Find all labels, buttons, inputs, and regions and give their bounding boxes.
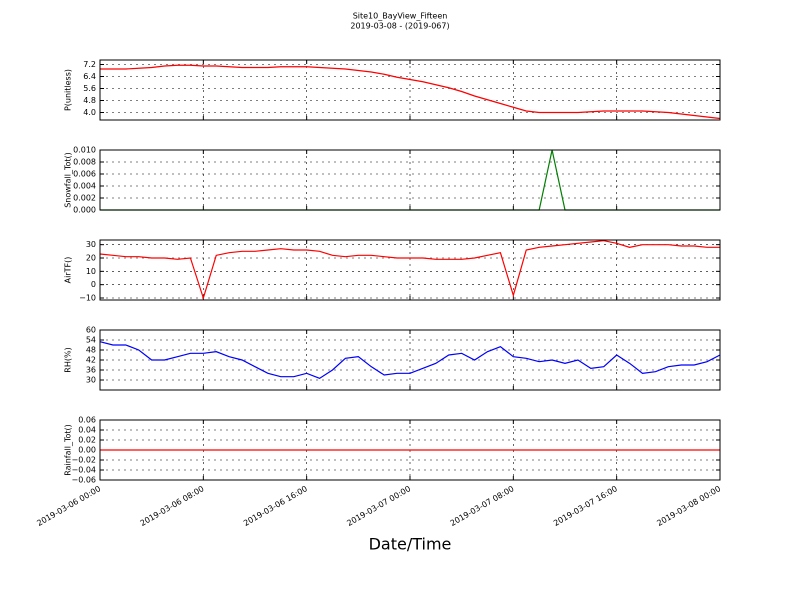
y-tick-label: 4.8 bbox=[83, 96, 96, 105]
y-tick-label: 30 bbox=[86, 376, 96, 385]
y-axis-label: Rainfall_Tot() bbox=[64, 424, 73, 476]
x-axis-label: Date/Time bbox=[369, 535, 452, 554]
y-tick-label: 0.04 bbox=[78, 426, 96, 435]
y-axis-label: Snowfall_Tot() bbox=[64, 152, 73, 208]
y-tick-label: 20 bbox=[86, 254, 96, 263]
chart-subtitle: 2019-03-08 - (2019-067) bbox=[350, 22, 449, 31]
y-tick-label: 42 bbox=[86, 356, 96, 365]
y-tick-label: 0 bbox=[91, 280, 96, 289]
y-tick-label: −0.02 bbox=[71, 456, 96, 465]
y-tick-label: 6.4 bbox=[83, 72, 96, 81]
data-line bbox=[100, 64, 721, 120]
y-tick-label: 0.010 bbox=[73, 146, 96, 155]
data-line bbox=[99, 341, 721, 379]
y-tick-label: 7.2 bbox=[83, 60, 96, 69]
y-tick-label: 54 bbox=[86, 336, 96, 345]
data-line bbox=[99, 240, 720, 301]
y-tick-label: 0.008 bbox=[73, 158, 96, 167]
y-tick-label: −0.04 bbox=[71, 466, 96, 475]
chart-title: Site10_BayView_Fifteen bbox=[353, 12, 448, 21]
y-tick-label: 0.02 bbox=[78, 436, 96, 445]
plot-frame bbox=[99, 149, 721, 211]
plot-frame bbox=[99, 329, 721, 391]
y-tick-label: 60 bbox=[86, 326, 96, 335]
y-tick-label: 5.6 bbox=[83, 84, 96, 93]
plot-frame bbox=[99, 59, 721, 121]
y-tick-label: 30 bbox=[86, 240, 96, 249]
y-axis-label: P(unitless) bbox=[64, 69, 73, 111]
y-axis-label: AirTF() bbox=[64, 257, 73, 284]
plot-frame bbox=[99, 419, 721, 481]
y-tick-label: −10 bbox=[79, 294, 96, 303]
y-tick-label: 0.00 bbox=[78, 446, 96, 455]
y-axis-label: RH(%) bbox=[64, 347, 73, 372]
y-tick-label: 0.002 bbox=[73, 194, 96, 203]
y-tick-label: 0.006 bbox=[73, 170, 96, 179]
plot-frame bbox=[99, 239, 721, 301]
y-tick-label: 10 bbox=[86, 267, 96, 276]
y-tick-label: 4.0 bbox=[83, 108, 96, 117]
y-tick-label: 48 bbox=[86, 346, 96, 355]
y-tick-label: 0.000 bbox=[73, 206, 96, 215]
y-tick-label: 0.004 bbox=[73, 182, 96, 191]
y-tick-label: 36 bbox=[86, 366, 96, 375]
y-tick-label: −0.06 bbox=[71, 476, 96, 485]
y-tick-label: 0.06 bbox=[78, 416, 96, 425]
